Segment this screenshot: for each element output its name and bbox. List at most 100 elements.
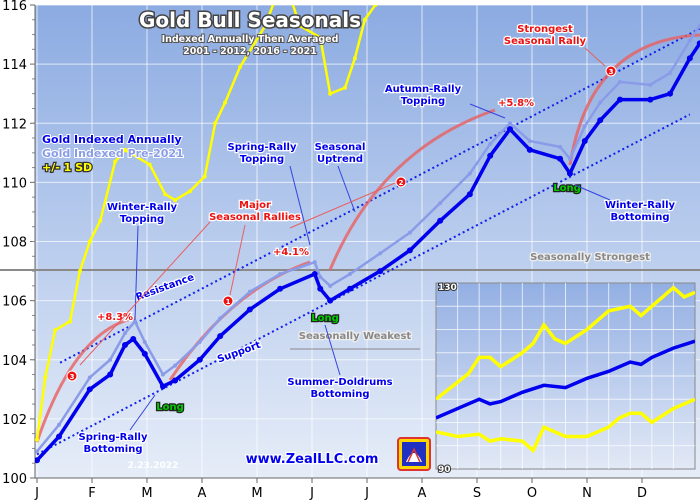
series-1-point xyxy=(328,283,333,288)
series-2-point xyxy=(213,121,218,126)
series-2-point xyxy=(362,17,367,22)
series-0-point xyxy=(597,117,604,124)
series-0-point xyxy=(647,96,654,103)
series-2-point xyxy=(163,192,168,197)
series-1-point xyxy=(648,82,653,87)
inset-ytick-top: 130 xyxy=(438,283,457,293)
annotation-pct-spring: +4.1% xyxy=(273,247,309,258)
series-0-point xyxy=(557,155,564,162)
series-2-point xyxy=(43,375,48,380)
rally-marker-3b-label: 3 xyxy=(609,68,614,76)
xtick-label: M xyxy=(141,486,152,500)
legend-sd: +/- 1 SD xyxy=(42,161,92,174)
series-1-point xyxy=(347,272,352,277)
rally-marker-2 xyxy=(395,176,407,188)
trendlines xyxy=(36,27,700,456)
annotation-seasonally-strongest: Seasonally Strongest xyxy=(530,252,650,263)
series-0-point xyxy=(346,285,353,292)
series-0-point xyxy=(437,217,444,224)
series-1-point xyxy=(618,79,622,84)
legend-gold-indexed-pre-2021: Gold Indexed Pre-2021 xyxy=(42,147,184,160)
annotation-seasonally-weakest: Seasonally Weakest xyxy=(299,331,412,342)
rally-arc-winter xyxy=(35,316,136,443)
inset-series xyxy=(436,285,695,454)
xtick-label: N xyxy=(582,486,592,500)
series-0-point xyxy=(526,146,533,153)
rally-marker-3b xyxy=(605,65,617,77)
series-0-point xyxy=(217,333,224,340)
pointer-major-rallies-2 xyxy=(289,182,396,229)
chart-title: Gold Bull Seasonals xyxy=(139,8,361,32)
series-1-point xyxy=(197,340,202,345)
series-2-point xyxy=(123,147,127,152)
inset-series-line-1 xyxy=(436,339,695,420)
annotation-major-rallies-1: Major xyxy=(239,200,271,211)
series-1-point xyxy=(57,422,61,427)
series-0-point xyxy=(35,457,40,464)
ytick-label: 102 xyxy=(2,413,27,428)
series-0-point xyxy=(141,350,148,357)
url-label: www.ZealLLC.com xyxy=(246,452,379,467)
annotation-spring-rally-bottoming-1: Spring-Rally xyxy=(79,432,148,443)
series-0-point xyxy=(107,371,114,378)
series-1-point xyxy=(312,260,317,265)
series-2-point xyxy=(98,218,103,223)
series-0-point xyxy=(196,356,203,363)
pointer-major-rallies-3 xyxy=(79,221,211,366)
series-2-point xyxy=(297,23,302,28)
annotation-winter-rally-bottoming-2: Bottoming xyxy=(610,212,669,223)
ytick-label: 100 xyxy=(2,472,27,487)
series-0-point xyxy=(327,297,334,304)
series-0-point xyxy=(56,433,62,440)
xtick-label: J xyxy=(364,486,369,500)
series-0-point xyxy=(86,386,93,393)
series-0-point xyxy=(507,126,513,133)
xtick-label: M xyxy=(251,486,262,500)
annotation-strongest-rally-2: Seasonal Rally xyxy=(504,36,587,47)
series-1-point xyxy=(87,375,92,380)
series-1-point xyxy=(218,316,223,321)
series-0-point xyxy=(667,90,674,97)
series-1-point xyxy=(247,289,252,294)
date-label: 2.23.2022 xyxy=(128,461,179,471)
legend-gold-indexed-annually: Gold Indexed Annually xyxy=(42,133,182,146)
series-0-point xyxy=(566,170,573,177)
series-1-point xyxy=(407,230,412,235)
series-2-point xyxy=(223,100,228,105)
series-2-point xyxy=(328,91,333,96)
annotation-winter-rally-topping-1: Winter-Rally xyxy=(107,202,178,213)
rally-marker-2-label: 2 xyxy=(399,179,404,187)
series-2-point xyxy=(77,269,82,274)
pointer-spring-topping xyxy=(289,165,311,246)
series-0-point xyxy=(172,377,179,384)
series-1-point xyxy=(318,274,323,279)
pointer-lines xyxy=(79,47,611,431)
series-1-point xyxy=(160,372,165,377)
annotation-autumn-rally-topping-2: Topping xyxy=(401,96,445,107)
series-0-point xyxy=(487,152,494,159)
ytick-label: 106 xyxy=(2,295,27,310)
rally-marker-1 xyxy=(222,295,234,307)
series-1-point xyxy=(668,70,673,75)
pointer-autumn-topping xyxy=(469,103,506,119)
series-0-point xyxy=(317,285,324,292)
annotation-winter-rally-topping-2: Topping xyxy=(120,214,164,225)
series-1-point xyxy=(697,23,700,28)
series-1-point xyxy=(142,340,147,345)
annotation-seasonal-uptrend-1: Seasonal xyxy=(315,142,366,153)
series-1-point xyxy=(132,319,137,324)
series-1-point xyxy=(558,144,563,149)
annotation-summer-doldrums-2: Bottoming xyxy=(310,389,369,400)
series-0-point xyxy=(277,285,284,292)
series-1-point xyxy=(378,251,383,256)
annotation-summer-doldrums-1: Summer-Doldrums xyxy=(287,377,392,388)
series-1-point xyxy=(582,124,587,129)
series-2-point xyxy=(273,0,277,1)
ytick-label: 108 xyxy=(2,236,27,251)
annotations: Winter-Rally Topping Spring-Rally Toppin… xyxy=(77,23,676,457)
series-1-point xyxy=(567,156,572,161)
pointer-strongest-rally xyxy=(584,47,606,67)
ytick-label: 110 xyxy=(2,176,27,191)
